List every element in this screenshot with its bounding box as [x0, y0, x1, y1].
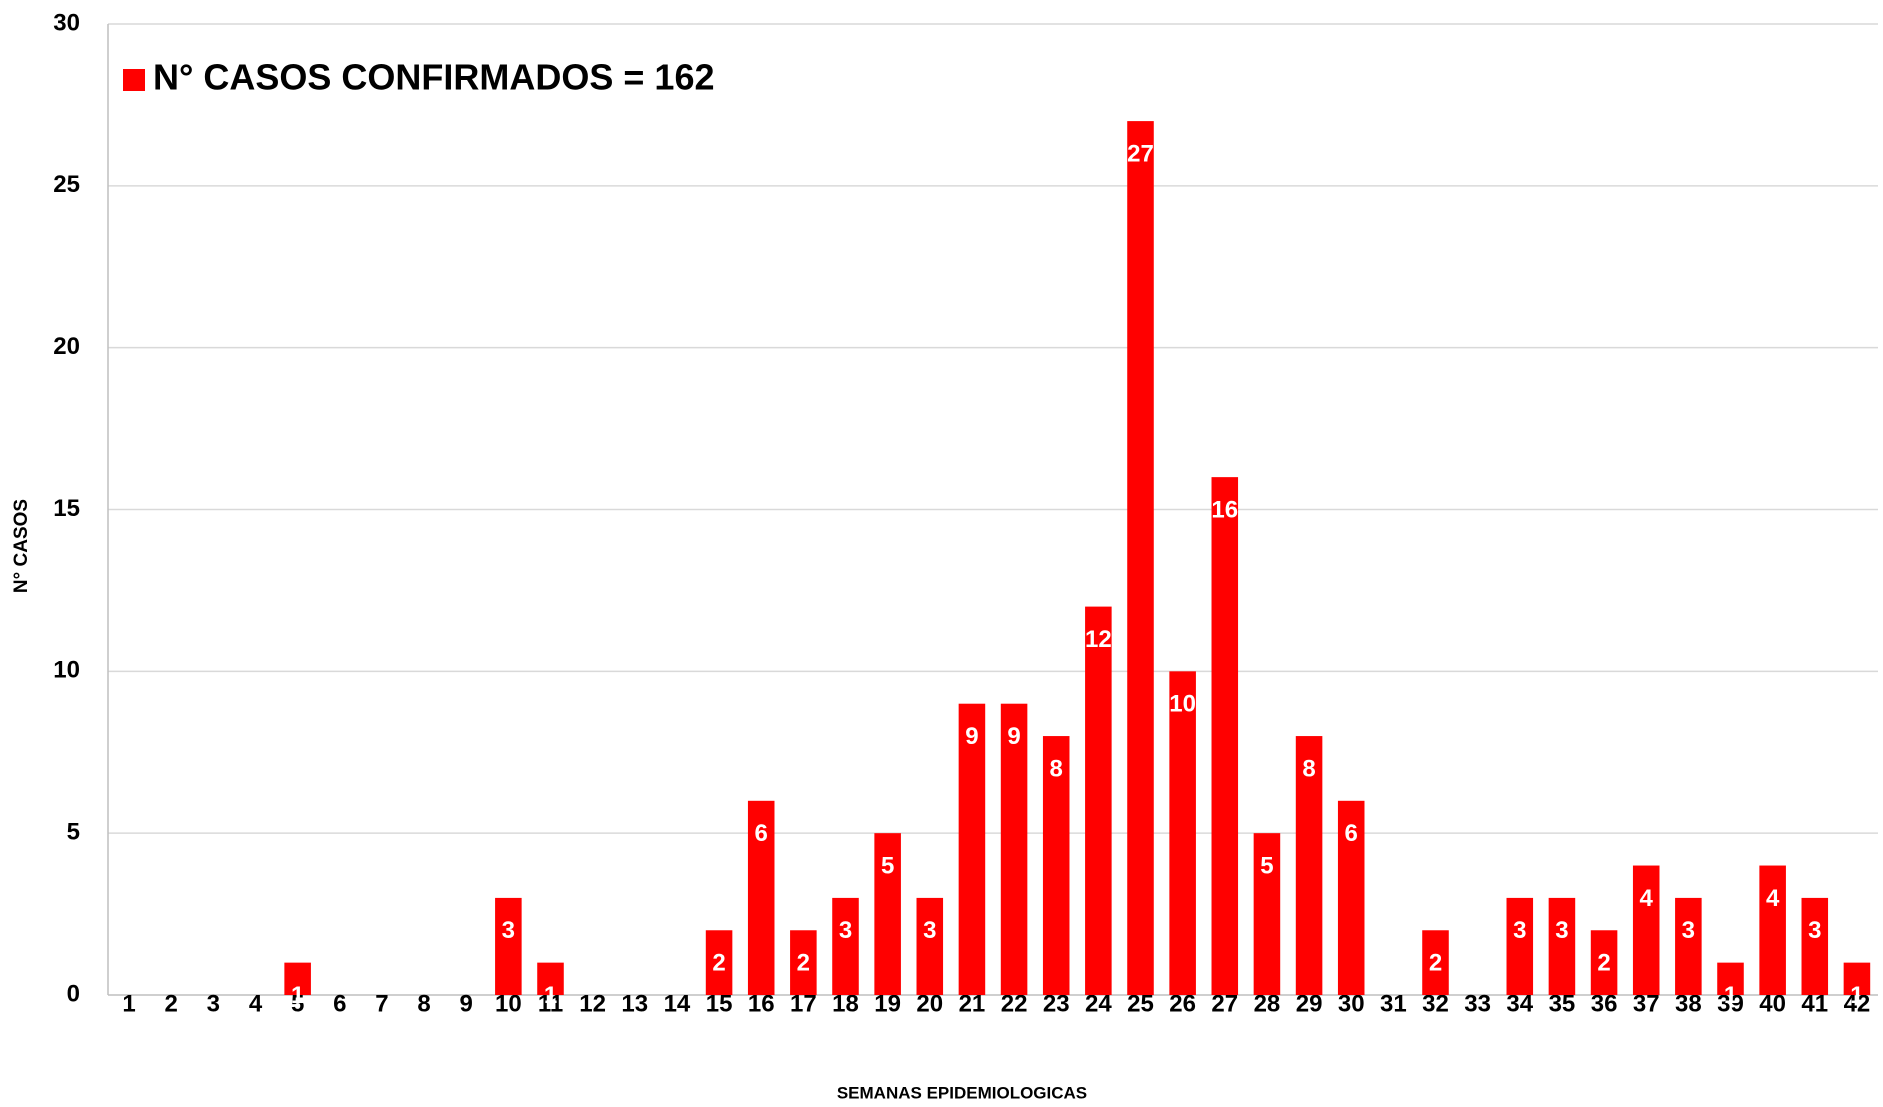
bar — [1675, 897, 1702, 995]
y-tick-label: 0 — [67, 980, 80, 1007]
data-label: 16 — [1211, 496, 1238, 523]
data-label: 3 — [1555, 917, 1568, 944]
x-tick-label: 1 — [122, 990, 135, 1017]
bar — [1422, 930, 1449, 995]
data-label: 1 — [1724, 982, 1737, 1009]
bar — [1169, 671, 1196, 995]
bar — [1843, 962, 1871, 995]
x-tick-label: 7 — [375, 990, 388, 1017]
data-label: 4 — [1766, 885, 1780, 912]
data-label: 1 — [1850, 982, 1863, 1009]
data-label: 5 — [1260, 853, 1273, 880]
data-label: 6 — [1345, 820, 1358, 847]
data-label: 9 — [965, 723, 978, 750]
y-tick-label: 30 — [53, 9, 80, 36]
bar — [747, 800, 775, 995]
data-label: 8 — [1302, 755, 1315, 782]
x-tick-label: 9 — [460, 990, 473, 1017]
x-tick-label: 8 — [417, 990, 430, 1017]
x-tick-label: 4 — [249, 990, 263, 1017]
x-tick-label: 33 — [1464, 990, 1491, 1017]
bar — [1295, 736, 1323, 995]
data-label: 1 — [291, 982, 304, 1009]
bar — [1759, 865, 1786, 995]
data-label: 3 — [502, 917, 515, 944]
bar — [916, 897, 944, 995]
data-label: 1 — [544, 982, 557, 1009]
bar — [284, 962, 311, 995]
bar — [1801, 897, 1829, 995]
x-tick-label: 3 — [207, 990, 220, 1017]
y-axis-title: N° CASOS — [11, 499, 32, 593]
bar — [705, 930, 733, 995]
data-label: 2 — [797, 950, 810, 977]
y-tick-label: 25 — [53, 171, 80, 198]
x-tick-label: 6 — [333, 990, 346, 1017]
bar — [1211, 477, 1239, 996]
data-label: 9 — [1007, 723, 1020, 750]
bar — [1253, 833, 1281, 995]
bar — [874, 833, 901, 995]
data-label: 5 — [881, 853, 894, 880]
x-tick-label: 31 — [1380, 990, 1407, 1017]
x-tick-label: 5 — [291, 990, 304, 1017]
x-tick-label: 12 — [579, 990, 606, 1017]
data-label: 2 — [1597, 950, 1610, 977]
x-tick-label: 14 — [664, 990, 691, 1017]
bar — [1085, 606, 1112, 995]
bar — [832, 897, 859, 995]
x-axis-title: SEMANAS EPIDEMIOLOGICAS — [837, 1083, 1087, 1102]
x-tick-label: 2 — [165, 990, 178, 1017]
bar — [1000, 703, 1028, 995]
bar — [1717, 962, 1744, 995]
bar — [1548, 897, 1576, 995]
legend-swatch — [123, 69, 145, 91]
data-label: 2 — [712, 950, 725, 977]
data-label: 27 — [1127, 140, 1154, 167]
bar — [537, 962, 564, 995]
data-label: 8 — [1050, 755, 1063, 782]
data-label: 6 — [755, 820, 768, 847]
legend-label: N° CASOS CONFIRMADOS = 162 — [153, 57, 715, 98]
bar — [958, 703, 986, 995]
data-label: 3 — [923, 917, 936, 944]
data-label: 3 — [1513, 917, 1526, 944]
data-label: 4 — [1640, 885, 1654, 912]
y-tick-label: 5 — [67, 819, 80, 846]
data-label: 10 — [1169, 691, 1196, 718]
bar — [1506, 897, 1534, 995]
data-label: 3 — [839, 917, 852, 944]
bar — [1337, 800, 1365, 995]
data-label: 3 — [1808, 917, 1821, 944]
y-tick-label: 20 — [53, 333, 80, 360]
bar — [1042, 736, 1070, 995]
data-label: 2 — [1429, 950, 1442, 977]
y-tick-label: 10 — [53, 657, 80, 684]
x-tick-label: 13 — [621, 990, 648, 1017]
bar — [790, 930, 817, 995]
data-label: 12 — [1085, 626, 1112, 653]
bar — [495, 897, 522, 995]
data-label: 3 — [1682, 917, 1695, 944]
bar — [1127, 121, 1154, 996]
bar — [1590, 930, 1618, 995]
bar — [1632, 865, 1660, 995]
y-tick-label: 15 — [53, 495, 80, 522]
